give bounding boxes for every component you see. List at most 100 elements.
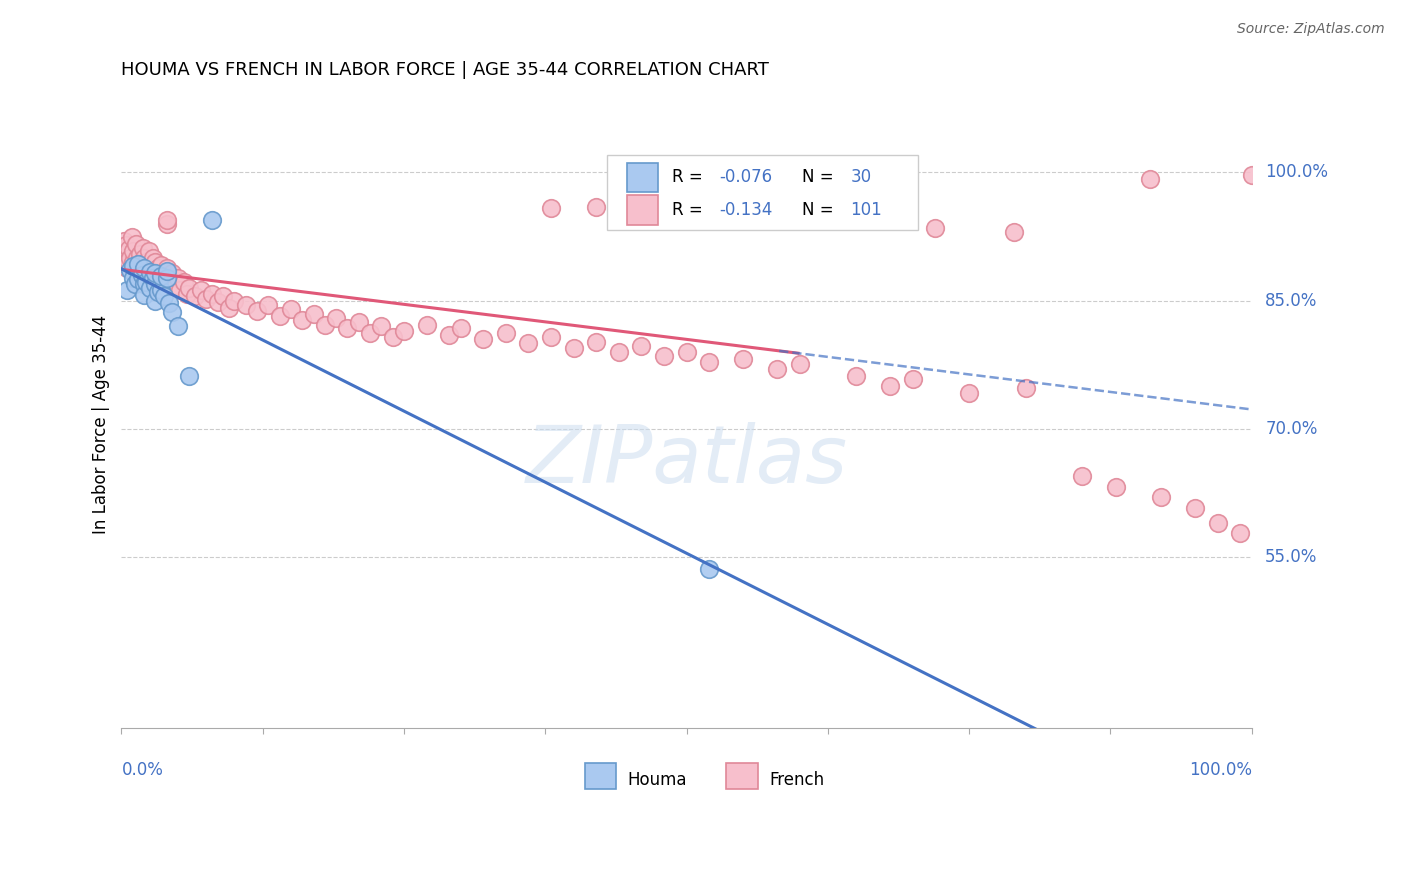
Point [120,251,142,265]
Point [381,329,404,343]
Point [246,304,269,318]
Point [135,255,157,269]
Point [127,272,149,286]
Text: ZIPatlas: ZIPatlas [526,422,848,500]
Point [184,289,207,303]
Point [347,315,370,329]
Point [1150,490,1173,504]
Point [156,272,179,286]
Point [169,284,191,298]
Point [437,327,460,342]
Point [132,277,155,291]
Point [162,305,184,319]
Point [314,318,336,332]
Point [156,261,179,276]
Point [517,336,540,351]
Point [190,284,212,298]
Point [173,275,195,289]
Point [207,295,229,310]
FancyBboxPatch shape [725,764,758,789]
Point [607,345,630,359]
Text: 30: 30 [851,169,872,186]
Point [138,244,160,259]
FancyBboxPatch shape [607,154,918,230]
Point [156,270,179,285]
Point [585,334,607,349]
Point [132,251,155,265]
Point [392,324,415,338]
Point [562,341,585,355]
Point [495,326,517,341]
Point [121,270,143,285]
Point [149,272,172,286]
Point [195,292,218,306]
Point [201,212,224,227]
Point [472,332,495,346]
Text: HOUMA VS FRENCH IN LABOR FORCE | AGE 35-44 CORRELATION CHART: HOUMA VS FRENCH IN LABOR FORCE | AGE 35-… [121,61,769,78]
Point [124,277,146,292]
Point [132,277,155,291]
FancyBboxPatch shape [627,195,658,225]
Point [127,257,149,271]
Point [150,258,173,272]
Point [142,271,165,285]
Point [114,246,136,260]
Point [280,302,302,317]
Point [121,244,143,259]
Text: 100.0%: 100.0% [1265,163,1329,181]
Point [167,271,190,285]
Point [125,237,148,252]
Point [957,386,980,401]
Point [138,264,160,278]
Point [121,255,143,269]
Point [138,281,160,295]
Text: R =: R = [672,201,707,219]
Point [165,278,187,293]
Point [150,268,173,283]
Point [176,286,198,301]
Point [132,287,155,301]
Point [1139,172,1161,186]
Text: 70.0%: 70.0% [1265,420,1317,438]
Point [218,301,240,315]
Point [115,238,138,252]
Point [141,258,163,272]
Point [789,357,811,371]
Text: R =: R = [672,169,707,186]
Text: 0.0%: 0.0% [121,762,163,780]
Point [359,326,381,341]
Text: 85.0%: 85.0% [1265,292,1317,310]
Text: Source: ZipAtlas.com: Source: ZipAtlas.com [1237,22,1385,37]
Point [652,349,675,363]
Text: 101: 101 [851,201,882,219]
Point [212,289,235,303]
Point [697,355,720,369]
Point [269,309,291,323]
Point [697,562,720,576]
Point [135,275,157,289]
Point [162,266,184,280]
Point [257,298,280,312]
Point [291,312,314,326]
Point [117,254,139,268]
Point [127,258,149,272]
Point [1071,469,1094,483]
Point [142,251,165,265]
Point [1184,500,1206,515]
Point [845,368,868,383]
Point [146,261,169,276]
Point [731,351,754,366]
Point [179,368,201,383]
Point [179,281,201,295]
Point [132,241,155,255]
Point [132,261,155,276]
Point [127,251,149,265]
Y-axis label: In Labor Force | Age 35-44: In Labor Force | Age 35-44 [93,315,110,534]
Text: N =: N = [801,201,839,219]
Point [1014,381,1036,395]
Point [450,321,472,335]
Text: French: French [769,771,824,789]
Point [901,372,924,386]
Point [128,246,150,260]
Text: -0.076: -0.076 [720,169,772,186]
